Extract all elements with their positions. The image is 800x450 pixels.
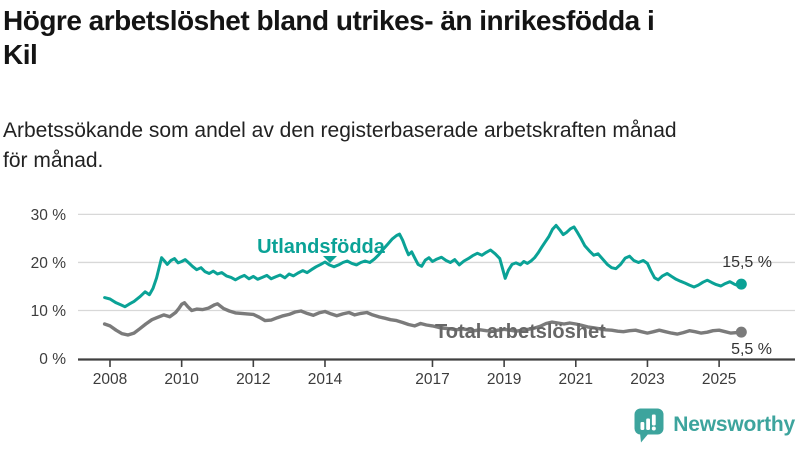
x-tick-label: 2023	[630, 371, 664, 388]
series-end-dot	[735, 278, 747, 290]
x-tick-label: 2019	[487, 371, 521, 388]
x-tick-label: 2010	[164, 371, 199, 388]
series-line-utlandsfodda	[103, 223, 743, 309]
x-tick-label: 2025	[702, 371, 736, 388]
y-tick-label: 0 %	[39, 351, 66, 368]
series-line-total-arbetsloshet	[102, 301, 743, 337]
label-pointer-arrow-icon	[323, 256, 337, 263]
gridlines: 0 % 10 % 20 % 30 %	[31, 207, 795, 368]
series-end-dot	[735, 326, 747, 338]
x-tick-label: 2012	[236, 371, 270, 388]
x-tick-label: 2017	[415, 371, 449, 388]
y-tick-label: 30 %	[31, 207, 67, 224]
page-title-line1: Högre arbetslöshet bland utrikes- än inr…	[3, 5, 655, 36]
chart-subtitle-line2: för månad.	[3, 149, 104, 172]
series-label-utlandsfodda: Utlandsfödda	[257, 236, 386, 258]
newsworthy-icon	[634, 408, 664, 443]
x-tick-label: 2014	[308, 371, 343, 388]
series-end-value-label: 5,5 %	[731, 341, 772, 358]
newsworthy-logo-text: Newsworthy	[673, 413, 795, 436]
y-tick-label: 20 %	[31, 255, 67, 272]
page-title: Högre arbetslöshet bland utrikes- än inr…	[3, 4, 797, 72]
chart-labels: 15,5 % Utlandsfödda 5,5 % Total arbetslöshe…	[257, 236, 772, 358]
series-label-total-arbetsloshet: Total arbetslöshet	[435, 321, 606, 343]
data-series	[102, 223, 747, 338]
chart-subtitle: Arbetssökande som andel av den registerb…	[3, 116, 797, 176]
series-end-value-label: 15,5 %	[722, 254, 772, 271]
x-tick-label: 2021	[559, 371, 593, 388]
x-tick-label: 2008	[93, 371, 127, 388]
newsworthy-logo: Newsworthy	[633, 407, 795, 443]
page-title-line2: Kil	[3, 39, 38, 70]
y-tick-label: 10 %	[31, 303, 67, 320]
x-axis: 2008 2010 2012 2014 2017 2019 2021 2023 2025	[78, 358, 795, 388]
chart-subtitle-line1: Arbetssökande som andel av den registerb…	[3, 119, 677, 142]
